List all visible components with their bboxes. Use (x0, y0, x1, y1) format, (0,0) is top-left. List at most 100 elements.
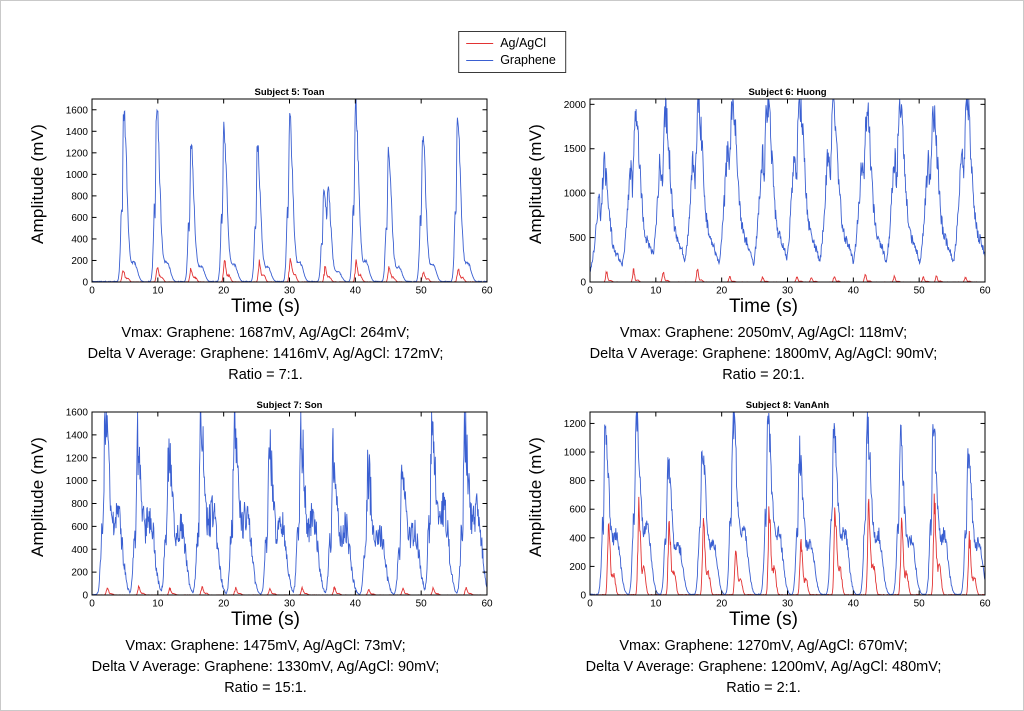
y-tick-label: 400 (71, 545, 88, 556)
chart-title: Subject 8: VanAnh (746, 400, 830, 411)
chart-caption: Vmax: Graphene: 1270mV, Ag/AgCl: 670mV; … (524, 636, 974, 699)
caption-line: Ratio = 7:1. (228, 367, 303, 384)
x-tick-label: 40 (848, 286, 860, 296)
chart-panel-subject-8: Amplitude (mV) Subject 8: VanAnh 0 10 20 30… (524, 398, 998, 699)
series-line-graphene (589, 97, 986, 273)
y-tick-label: 1400 (66, 127, 89, 138)
caption-line: Vmax: Graphene: 1270mV, Ag/AgCl: 670mV; (619, 638, 908, 655)
x-tick-label: 20 (716, 599, 728, 609)
x-tick-label: 30 (284, 599, 296, 609)
chart-plot: Subject 6: Huong 0 10 20 30 40 50 60 0 500 1000 15… (564, 87, 991, 296)
chart-caption: Vmax: Graphene: 2050mV, Ag/AgCl: 118mV; … (524, 323, 974, 386)
y-tick-label: 600 (569, 505, 586, 516)
x-tick-label: 50 (416, 599, 428, 609)
caption-line: Delta V Average: Graphene: 1200mV, Ag/Ag… (585, 659, 942, 676)
x-tick-label: 0 (89, 599, 95, 609)
plot-row: Amplitude (mV) Subject 8: VanAnh 0 10 20 30… (524, 398, 998, 608)
x-tick-label: 0 (587, 286, 593, 296)
y-tick-label: 200 (569, 562, 586, 573)
y-tick-label: 1600 (66, 408, 89, 419)
x-tick-label: 30 (782, 286, 794, 296)
x-tick-label: 50 (914, 286, 926, 296)
chart-plot: Subject 7: Son 0 10 20 30 40 50 60020040060080… (66, 400, 493, 609)
plot-row: Amplitude (mV) Subject 6: Huong 0 10 20 30 4… (524, 85, 998, 295)
caption-line: Vmax: Graphene: 1687mV, Ag/AgCl: 264mV; (121, 325, 410, 341)
y-tick-label: 600 (71, 213, 88, 224)
chart-caption: Vmax: Graphene: 1475mV, Ag/AgCl: 73mV; D… (26, 636, 476, 699)
caption-line: Delta V Average: Graphene: 1416mV, Ag/Ag… (87, 346, 444, 363)
y-tick-label: 1000 (66, 476, 89, 487)
x-axis-label: Time (s) (231, 296, 300, 317)
y-axis-label: Amplitude (mV) (526, 123, 545, 244)
chart-title: Subject 7: Son (257, 400, 323, 411)
chart-caption: Vmax: Graphene: 1687mV, Ag/AgCl: 264mV; … (26, 323, 476, 386)
axes-box (589, 411, 986, 596)
y-tick-label: 1400 (66, 430, 89, 441)
x-tick-label: 10 (152, 286, 164, 296)
x-tick-label: 50 (914, 599, 926, 609)
y-axis-label: Amplitude (mV) (28, 123, 47, 244)
series-line-graphene (91, 411, 488, 596)
x-axis-label: Time (s) (729, 609, 798, 631)
x-tick-label: 50 (416, 286, 428, 296)
x-axis-label: Time (s) (729, 296, 798, 317)
y-tick-label: 1200 (66, 148, 89, 159)
series-line-agagcl (589, 493, 986, 596)
legend-label-graphene: Graphene (500, 53, 556, 68)
legend-line-sample-agagcl (466, 43, 494, 44)
x-tick-label: 0 (587, 599, 593, 609)
chart-panel-subject-6: Amplitude (mV) Subject 6: Huong 0 10 20 30 4… (524, 85, 998, 386)
y-tick-label: 1000 (564, 189, 587, 200)
y-tick-label: 400 (569, 533, 586, 544)
y-tick-label: 0 (82, 591, 88, 602)
x-tick-label: 30 (782, 599, 794, 609)
x-tick-label: 10 (650, 286, 662, 296)
y-tick-label: 800 (569, 476, 586, 487)
series-line-graphene (91, 98, 488, 283)
axes-box (91, 411, 488, 596)
chart-plot: Subject 8: VanAnh 0 10 20 30 40 50 60020040060… (564, 400, 991, 609)
x-tick-label: 40 (350, 599, 362, 609)
legend-item-graphene: Graphene (466, 52, 556, 69)
y-axis-label: Amplitude (mV) (28, 436, 47, 557)
y-tick-label: 0 (580, 591, 586, 602)
x-tick-label: 40 (848, 599, 860, 609)
x-tick-label: 40 (350, 286, 362, 296)
x-tick-label: 60 (979, 286, 991, 296)
plot-row: Amplitude (mV) Subject 7: Son 0 10 20 30 40 5… (26, 398, 500, 608)
caption-line: Delta V Average: Graphene: 1330mV, Ag/Ag… (91, 659, 440, 676)
x-tick-label: 10 (650, 599, 662, 609)
y-tick-label: 2000 (564, 100, 587, 111)
caption-line: Delta V Average: Graphene: 1800mV, Ag/Ag… (589, 346, 938, 363)
caption-line: Ratio = 2:1. (726, 680, 801, 697)
chart-plot: Subject 5: Toan 0 10 20 30 40 50 6002004006008… (66, 87, 493, 296)
y-tick-label: 1000 (66, 170, 89, 181)
legend-label-agagcl: Ag/AgCl (500, 36, 547, 51)
x-tick-label: 60 (481, 286, 493, 296)
caption-line: Vmax: Graphene: 2050mV, Ag/AgCl: 118mV; (619, 325, 908, 341)
y-axis-label-wrap: Amplitude (mV) (524, 85, 548, 295)
y-tick-label: 1000 (564, 448, 587, 459)
caption-line: Ratio = 20:1. (722, 367, 805, 384)
caption-line: Vmax: Graphene: 1475mV, Ag/AgCl: 73mV; (125, 638, 406, 655)
legend-line-sample-graphene (466, 60, 494, 61)
y-tick-label: 600 (71, 522, 88, 533)
legend: Ag/AgCl Graphene (458, 31, 566, 73)
chart-title: Subject 5: Toan (254, 87, 324, 98)
chart-title: Subject 6: Huong (748, 87, 826, 98)
y-axis-label-wrap: Amplitude (mV) (26, 85, 50, 295)
chart-panel-subject-5: Amplitude (mV) Subject 5: Toan 0 10 20 30 40… (26, 85, 500, 386)
chart-grid: Amplitude (mV) Subject 5: Toan 0 10 20 30 40… (1, 85, 1023, 699)
y-tick-label: 1200 (564, 419, 587, 430)
y-axis-label-wrap: Amplitude (mV) (524, 398, 548, 608)
x-axis-label: Time (s) (231, 609, 300, 631)
x-tick-label: 60 (979, 599, 991, 609)
x-tick-label: 20 (218, 286, 230, 296)
y-axis-label: Amplitude (mV) (526, 436, 545, 557)
y-tick-label: 800 (71, 191, 88, 202)
series-line-graphene (589, 412, 986, 596)
y-tick-label: 1600 (66, 105, 89, 116)
caption-line: Ratio = 15:1. (224, 680, 307, 697)
y-tick-label: 0 (82, 278, 88, 289)
